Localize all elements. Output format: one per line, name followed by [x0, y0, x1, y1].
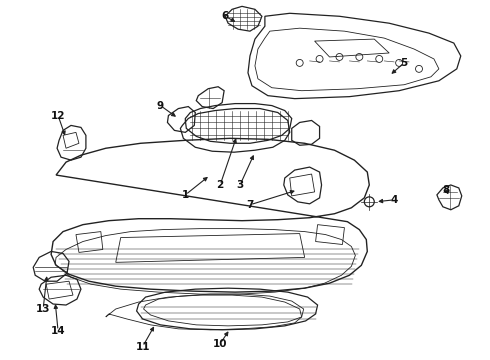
Text: 10: 10 [213, 339, 227, 349]
Text: 13: 13 [36, 304, 50, 314]
Text: 4: 4 [391, 195, 398, 205]
Text: 6: 6 [221, 11, 229, 21]
Text: 3: 3 [236, 180, 244, 190]
Text: 1: 1 [182, 190, 189, 200]
Text: 11: 11 [135, 342, 150, 352]
Text: 5: 5 [400, 58, 408, 68]
Text: 9: 9 [157, 100, 164, 111]
Text: 2: 2 [217, 180, 224, 190]
Text: 14: 14 [51, 326, 65, 336]
Text: 8: 8 [442, 185, 449, 195]
Text: 7: 7 [246, 200, 254, 210]
Text: 12: 12 [51, 111, 65, 121]
